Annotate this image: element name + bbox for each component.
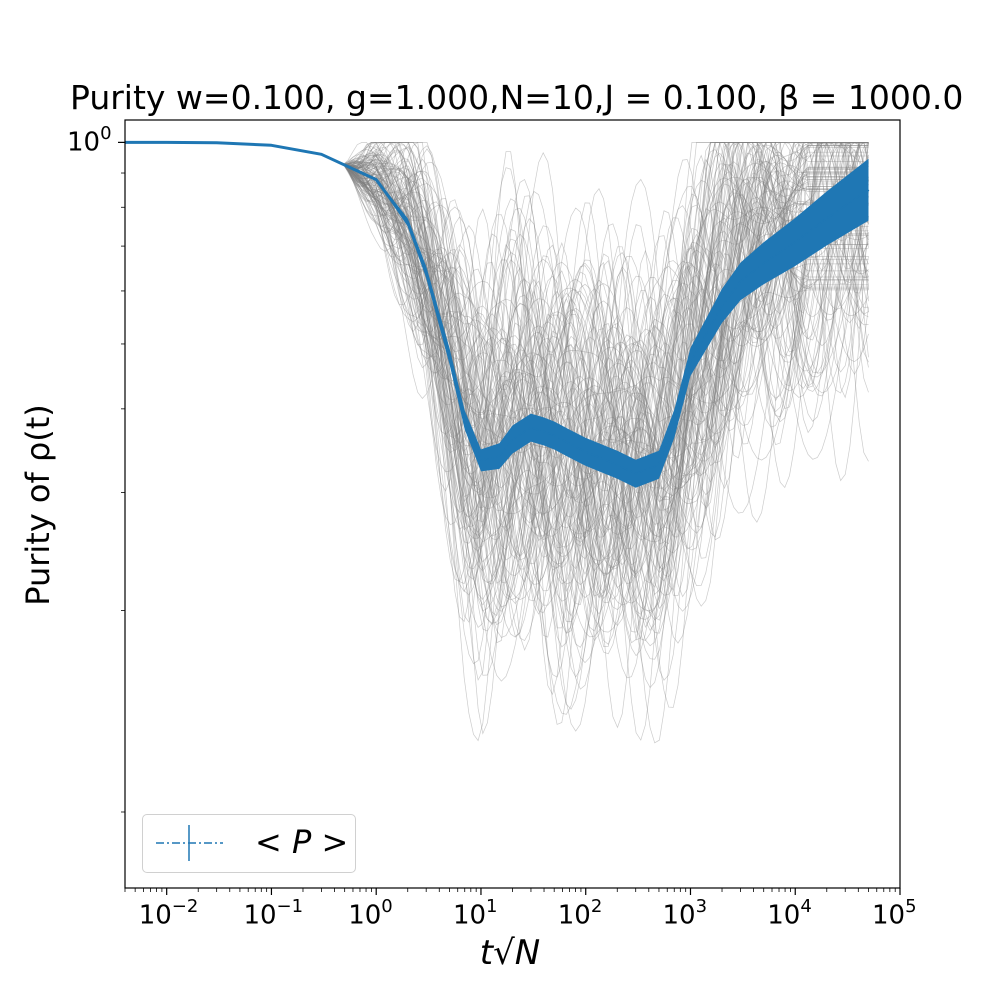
x-tick-label: 101 bbox=[452, 896, 498, 931]
x-tick-label: 104 bbox=[767, 896, 812, 931]
x-tick-label: 100 bbox=[348, 896, 393, 931]
x-tick-label: 102 bbox=[557, 896, 603, 931]
mean-purity-errorband-fill bbox=[125, 141, 869, 488]
x-axis-ticks bbox=[124, 888, 901, 895]
y-tick-label: 100 bbox=[67, 123, 112, 159]
x-tick-label: 105 bbox=[872, 896, 917, 931]
y-axis-label: Purity of ρ(t) bbox=[19, 404, 57, 606]
x-tick-label: 10−1 bbox=[243, 896, 304, 931]
sample-trajectories bbox=[125, 142, 869, 744]
legend: < P > bbox=[142, 814, 356, 873]
chart-title: Purity w=0.100, g=1.000,N=10,J = 0.100, … bbox=[70, 78, 964, 117]
legend-line-icon bbox=[156, 825, 223, 861]
x-tick-label: 10−2 bbox=[138, 896, 199, 931]
mean-purity-band bbox=[125, 140, 870, 488]
x-axis-label: t√N bbox=[479, 933, 541, 973]
y-axis-ticks bbox=[118, 141, 125, 813]
mean-purity-line bbox=[125, 141, 869, 475]
x-tick-label: 103 bbox=[662, 896, 708, 931]
legend-label-mean: < P > bbox=[255, 823, 349, 861]
